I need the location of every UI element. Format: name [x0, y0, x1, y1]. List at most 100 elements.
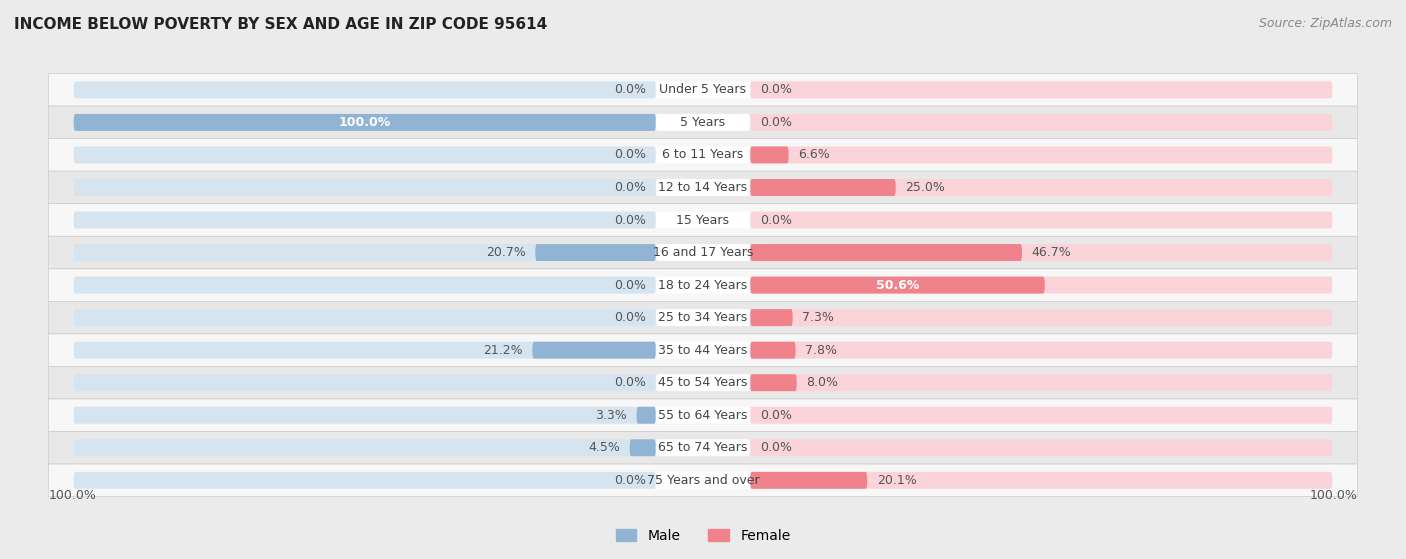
- FancyBboxPatch shape: [751, 244, 1022, 261]
- FancyBboxPatch shape: [751, 472, 1333, 489]
- Text: 0.0%: 0.0%: [759, 83, 792, 96]
- FancyBboxPatch shape: [751, 374, 797, 391]
- Text: 12 to 14 Years: 12 to 14 Years: [658, 181, 748, 194]
- FancyBboxPatch shape: [48, 203, 1358, 236]
- FancyBboxPatch shape: [73, 309, 655, 326]
- FancyBboxPatch shape: [751, 439, 1333, 456]
- FancyBboxPatch shape: [73, 407, 655, 424]
- FancyBboxPatch shape: [751, 407, 1333, 424]
- FancyBboxPatch shape: [751, 374, 1333, 391]
- FancyBboxPatch shape: [73, 342, 655, 359]
- Text: 16 and 17 Years: 16 and 17 Years: [652, 246, 754, 259]
- FancyBboxPatch shape: [751, 211, 1333, 229]
- FancyBboxPatch shape: [48, 171, 1358, 203]
- FancyBboxPatch shape: [655, 439, 751, 456]
- FancyBboxPatch shape: [630, 439, 655, 456]
- Text: 0.0%: 0.0%: [759, 116, 792, 129]
- FancyBboxPatch shape: [73, 439, 655, 456]
- FancyBboxPatch shape: [751, 179, 1333, 196]
- FancyBboxPatch shape: [751, 277, 1045, 293]
- Text: 0.0%: 0.0%: [614, 376, 647, 389]
- FancyBboxPatch shape: [637, 407, 655, 424]
- FancyBboxPatch shape: [751, 179, 896, 196]
- FancyBboxPatch shape: [48, 139, 1358, 171]
- Text: 20.7%: 20.7%: [486, 246, 526, 259]
- FancyBboxPatch shape: [751, 244, 1333, 261]
- FancyBboxPatch shape: [751, 277, 1333, 293]
- FancyBboxPatch shape: [655, 82, 751, 98]
- Text: 0.0%: 0.0%: [614, 474, 647, 487]
- Text: 35 to 44 Years: 35 to 44 Years: [658, 344, 748, 357]
- Text: 3.3%: 3.3%: [595, 409, 627, 421]
- FancyBboxPatch shape: [48, 74, 1358, 106]
- FancyBboxPatch shape: [751, 309, 793, 326]
- FancyBboxPatch shape: [751, 309, 1333, 326]
- FancyBboxPatch shape: [48, 432, 1358, 464]
- FancyBboxPatch shape: [48, 399, 1358, 432]
- FancyBboxPatch shape: [73, 114, 655, 131]
- FancyBboxPatch shape: [73, 472, 655, 489]
- FancyBboxPatch shape: [48, 106, 1358, 139]
- FancyBboxPatch shape: [73, 374, 655, 391]
- FancyBboxPatch shape: [655, 472, 751, 489]
- FancyBboxPatch shape: [73, 146, 655, 163]
- Text: 0.0%: 0.0%: [614, 311, 647, 324]
- Text: 0.0%: 0.0%: [614, 278, 647, 292]
- FancyBboxPatch shape: [655, 146, 751, 163]
- FancyBboxPatch shape: [655, 309, 751, 326]
- Text: 7.3%: 7.3%: [803, 311, 834, 324]
- Text: 0.0%: 0.0%: [614, 149, 647, 162]
- FancyBboxPatch shape: [655, 407, 751, 424]
- Text: 0.0%: 0.0%: [759, 441, 792, 454]
- Text: 46.7%: 46.7%: [1032, 246, 1071, 259]
- Text: 15 Years: 15 Years: [676, 214, 730, 226]
- FancyBboxPatch shape: [73, 277, 655, 293]
- FancyBboxPatch shape: [751, 472, 868, 489]
- FancyBboxPatch shape: [655, 179, 751, 196]
- Text: Source: ZipAtlas.com: Source: ZipAtlas.com: [1258, 17, 1392, 30]
- Text: 0.0%: 0.0%: [614, 83, 647, 96]
- Text: 65 to 74 Years: 65 to 74 Years: [658, 441, 748, 454]
- Text: 100.0%: 100.0%: [48, 490, 97, 503]
- Text: 0.0%: 0.0%: [614, 181, 647, 194]
- Text: 18 to 24 Years: 18 to 24 Years: [658, 278, 748, 292]
- FancyBboxPatch shape: [73, 114, 655, 131]
- FancyBboxPatch shape: [73, 179, 655, 196]
- FancyBboxPatch shape: [751, 114, 1333, 131]
- FancyBboxPatch shape: [655, 211, 751, 229]
- FancyBboxPatch shape: [751, 146, 1333, 163]
- Text: 45 to 54 Years: 45 to 54 Years: [658, 376, 748, 389]
- Text: INCOME BELOW POVERTY BY SEX AND AGE IN ZIP CODE 95614: INCOME BELOW POVERTY BY SEX AND AGE IN Z…: [14, 17, 547, 32]
- FancyBboxPatch shape: [655, 244, 751, 261]
- Text: 50.6%: 50.6%: [876, 278, 920, 292]
- Text: 6 to 11 Years: 6 to 11 Years: [662, 149, 744, 162]
- FancyBboxPatch shape: [48, 367, 1358, 399]
- FancyBboxPatch shape: [751, 342, 796, 359]
- Text: Under 5 Years: Under 5 Years: [659, 83, 747, 96]
- Text: 20.1%: 20.1%: [877, 474, 917, 487]
- Text: 55 to 64 Years: 55 to 64 Years: [658, 409, 748, 421]
- FancyBboxPatch shape: [73, 244, 655, 261]
- Legend: Male, Female: Male, Female: [610, 523, 796, 548]
- FancyBboxPatch shape: [655, 114, 751, 131]
- FancyBboxPatch shape: [73, 211, 655, 229]
- Text: 100.0%: 100.0%: [1309, 490, 1358, 503]
- FancyBboxPatch shape: [48, 334, 1358, 367]
- FancyBboxPatch shape: [533, 342, 655, 359]
- Text: 0.0%: 0.0%: [759, 214, 792, 226]
- Text: 25.0%: 25.0%: [905, 181, 945, 194]
- Text: 5 Years: 5 Years: [681, 116, 725, 129]
- Text: 4.5%: 4.5%: [588, 441, 620, 454]
- Text: 25 to 34 Years: 25 to 34 Years: [658, 311, 748, 324]
- FancyBboxPatch shape: [655, 342, 751, 359]
- FancyBboxPatch shape: [751, 82, 1333, 98]
- FancyBboxPatch shape: [655, 277, 751, 293]
- Text: 7.8%: 7.8%: [806, 344, 837, 357]
- FancyBboxPatch shape: [751, 342, 1333, 359]
- Text: 0.0%: 0.0%: [759, 409, 792, 421]
- Text: 6.6%: 6.6%: [799, 149, 830, 162]
- FancyBboxPatch shape: [48, 269, 1358, 301]
- Text: 21.2%: 21.2%: [484, 344, 523, 357]
- FancyBboxPatch shape: [48, 236, 1358, 269]
- FancyBboxPatch shape: [655, 374, 751, 391]
